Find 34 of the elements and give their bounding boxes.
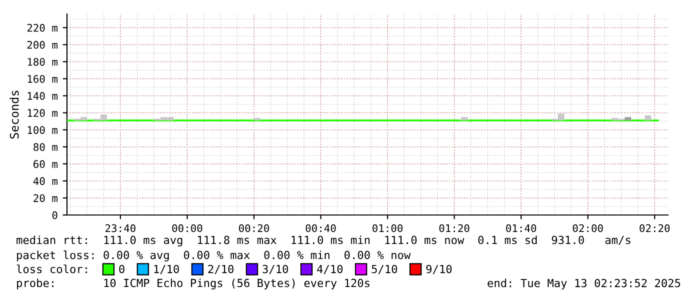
x-tick-label: 02:00 — [572, 224, 603, 232]
x-tick-label: 23:40 — [106, 224, 136, 232]
legend-label: 0 — [119, 264, 124, 274]
x-tick-label: 00:20 — [238, 224, 269, 232]
legend-label: 2/10 — [208, 264, 234, 274]
text: probe: 10 ICMP Echo Pings (56 Bytes) every 120s — [17, 278, 370, 290]
y-tick-label: 160 m — [28, 74, 58, 83]
y-tick-label: 180 m — [28, 58, 58, 66]
y-tick-label: 60 m — [34, 160, 58, 168]
x-tick-label: 01:20 — [439, 224, 470, 232]
y-tick-label: 120 m — [28, 109, 58, 117]
text: end: Tue May 13 02:23:52 2025 — [488, 278, 680, 290]
legend-label: 3/10 — [262, 264, 288, 274]
y-axis-title: Seconds — [10, 90, 19, 139]
x-tick-label: 00:40 — [306, 224, 336, 232]
legend-title: loss color: — [16, 264, 87, 274]
y-tick-label: 220 m — [27, 24, 58, 32]
x-tick-label: 02:20 — [640, 224, 670, 232]
y-tick-label: 40 m — [33, 177, 58, 186]
legend-label: 9/10 — [426, 264, 452, 274]
y-tick-label: 200 m — [27, 40, 58, 49]
x-tick-label: 00:00 — [172, 224, 202, 232]
y-tick-label: 80 m — [34, 143, 58, 151]
y-tick-label: 140 m — [28, 92, 58, 100]
text: median rtt: 111.0 ms avg 111.8 ms max 111.0 ms min 111.0 ms now 0.1 ms sd 931.0 am/s — [16, 236, 630, 246]
legend-label: 4/10 — [317, 264, 343, 274]
y-tick-label: 0 — [52, 211, 58, 220]
legend-label: 5/10 — [372, 264, 398, 274]
y-tick-label: 20 m — [34, 194, 58, 202]
x-tick-label: 01:40 — [506, 224, 536, 232]
y-tick-label: 100 m — [28, 126, 58, 134]
x-tick-label: 01:00 — [372, 224, 403, 232]
legend-label: 1/10 — [154, 264, 179, 274]
text: packet loss: 0.00 % avg 0.00 % max 0.00 % min 0.00 % now — [17, 250, 411, 262]
